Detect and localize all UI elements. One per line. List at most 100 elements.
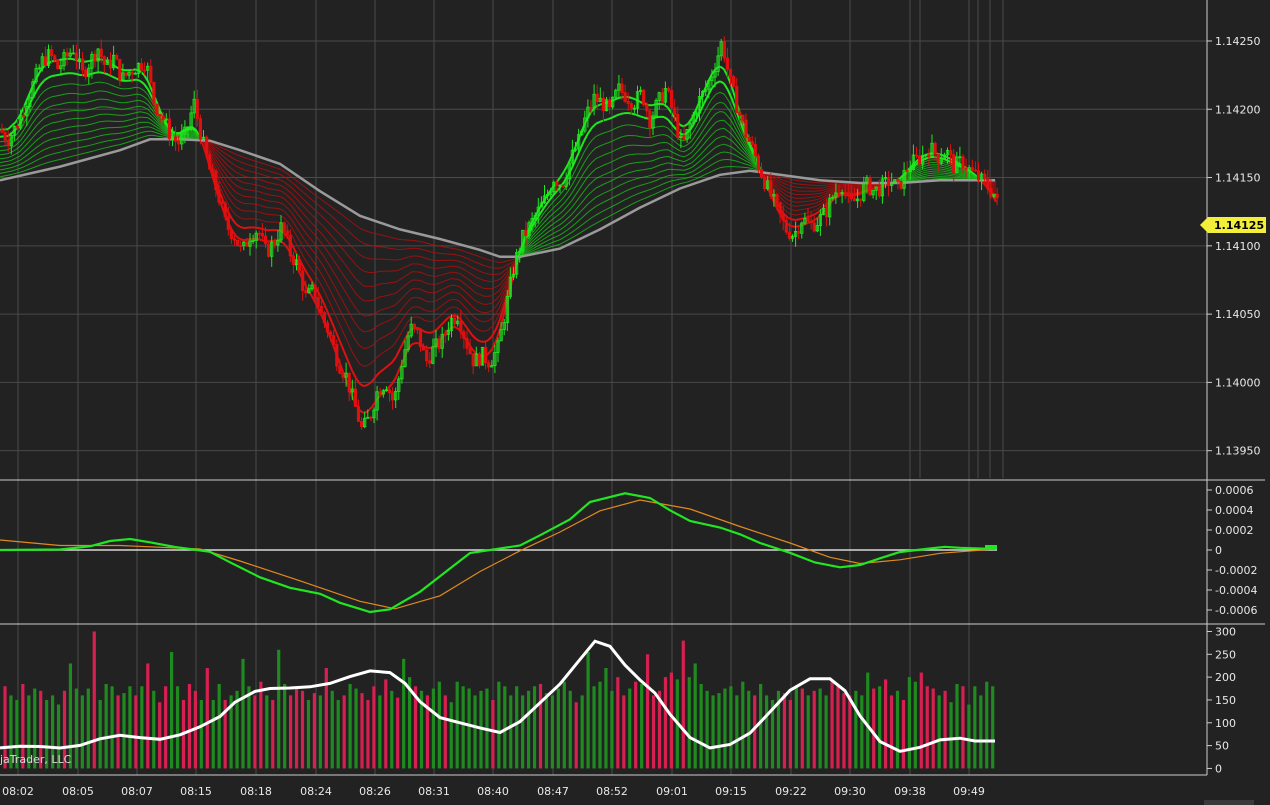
ribbon-segment [747,156,753,162]
ribbon-segment [251,177,257,180]
ribbon-segment [403,310,409,318]
volume-bar [294,688,299,769]
last-price-tag-shape [1200,217,1266,233]
ribbon-segment [7,124,13,131]
ribbon-segment [355,224,361,229]
ribbon-segment [259,179,265,182]
ribbon-segment [343,303,349,311]
macd-panel[interactable] [0,492,997,614]
candle-body [459,320,463,333]
ribbon-segment [611,127,617,131]
ribbon-segment [699,120,705,129]
ribbon-segment [531,240,537,245]
ribbon-segment [3,171,9,174]
ribbon-segment [395,259,401,261]
ribbon-segment [131,138,137,142]
volume-bar [21,683,25,769]
ribbon-segment [331,246,337,253]
volume-bar [515,686,519,769]
ribbon-segment [747,154,753,160]
ribbon-segment [587,127,593,134]
ribbon-segment [223,156,229,161]
ribbon-segment [235,153,241,157]
ribbon-segment [439,280,445,284]
ribbon-segment [231,174,237,180]
ribbon-segment [687,157,693,161]
ribbon-segment [815,195,821,198]
ribbon-segment [115,144,121,146]
candle-body [282,222,286,232]
ribbon-segment [251,165,257,168]
ribbon-segment [447,306,453,310]
price-panel[interactable] [0,36,999,430]
ribbon-segment [831,184,837,187]
ribbon-segment [299,202,305,208]
ribbon-segment [243,188,249,191]
ribbon-segment [339,257,345,264]
ribbon-segment [571,177,577,186]
ribbon-segment [819,200,825,205]
candle-body [787,231,792,239]
macd-line [0,492,996,614]
ribbon-segment [407,343,413,351]
candle-body [964,167,968,171]
scroll-handle[interactable] [1204,800,1254,805]
ribbon-segment [35,71,41,80]
ribbon-segment [75,139,81,142]
ribbon-segment [539,212,545,219]
ribbon-segment [299,209,305,215]
ribbon-segment [223,148,229,152]
ribbon-segment [535,237,541,242]
ribbon-segment [331,269,337,277]
ribbon-segment [419,263,425,266]
ribbon-segment [271,182,277,185]
candle-body [976,170,981,181]
volume-bar [967,704,971,769]
ribbon-segment [0,149,5,152]
candle-body [716,55,720,72]
ribbon-segment [27,116,33,124]
volume-bar [158,702,162,769]
ribbon-segment [303,192,309,197]
volume-bar [348,683,352,769]
ribbon-segment [291,182,297,187]
ribbon-segment [43,88,49,92]
ribbon-segment [911,171,917,175]
ribbon-segment [39,79,45,86]
ribbon-segment [35,137,41,142]
ribbon-segment [599,183,605,187]
candle-body [93,53,97,62]
ribbon-segment [703,166,709,170]
volume-bar [27,695,31,769]
ribbon-segment [571,216,577,221]
candle-body [108,59,113,69]
ribbon-segment [615,137,621,140]
ribbon-segment [67,155,73,158]
ribbon-segment [603,152,609,156]
volume-panel[interactable] [0,631,995,769]
ribbon-segment [419,256,425,259]
ribbon-segment [499,300,505,313]
ribbon-segment [55,94,61,97]
candle-body [611,96,615,108]
ribbon-segment [263,213,269,215]
ribbon-segment [67,148,73,151]
volume-bar [443,695,447,769]
ribbon-segment [51,159,57,162]
ribbon-segment [595,103,601,108]
ribbon-segment [131,123,137,126]
ribbon-segment [359,282,365,287]
ribbon-segment [123,131,129,133]
ribbon-segment [787,188,793,191]
ribbon-segment [283,198,289,203]
ribbon-segment [523,247,529,253]
ribbon-segment [827,184,833,186]
ribbon-segment [311,222,317,228]
ribbon-segment [71,72,77,75]
ribbon-segment [631,194,637,197]
ribbon-segment [27,87,33,98]
candle-body [874,186,878,191]
ribbon-segment [579,162,585,171]
candle-body [905,170,909,173]
